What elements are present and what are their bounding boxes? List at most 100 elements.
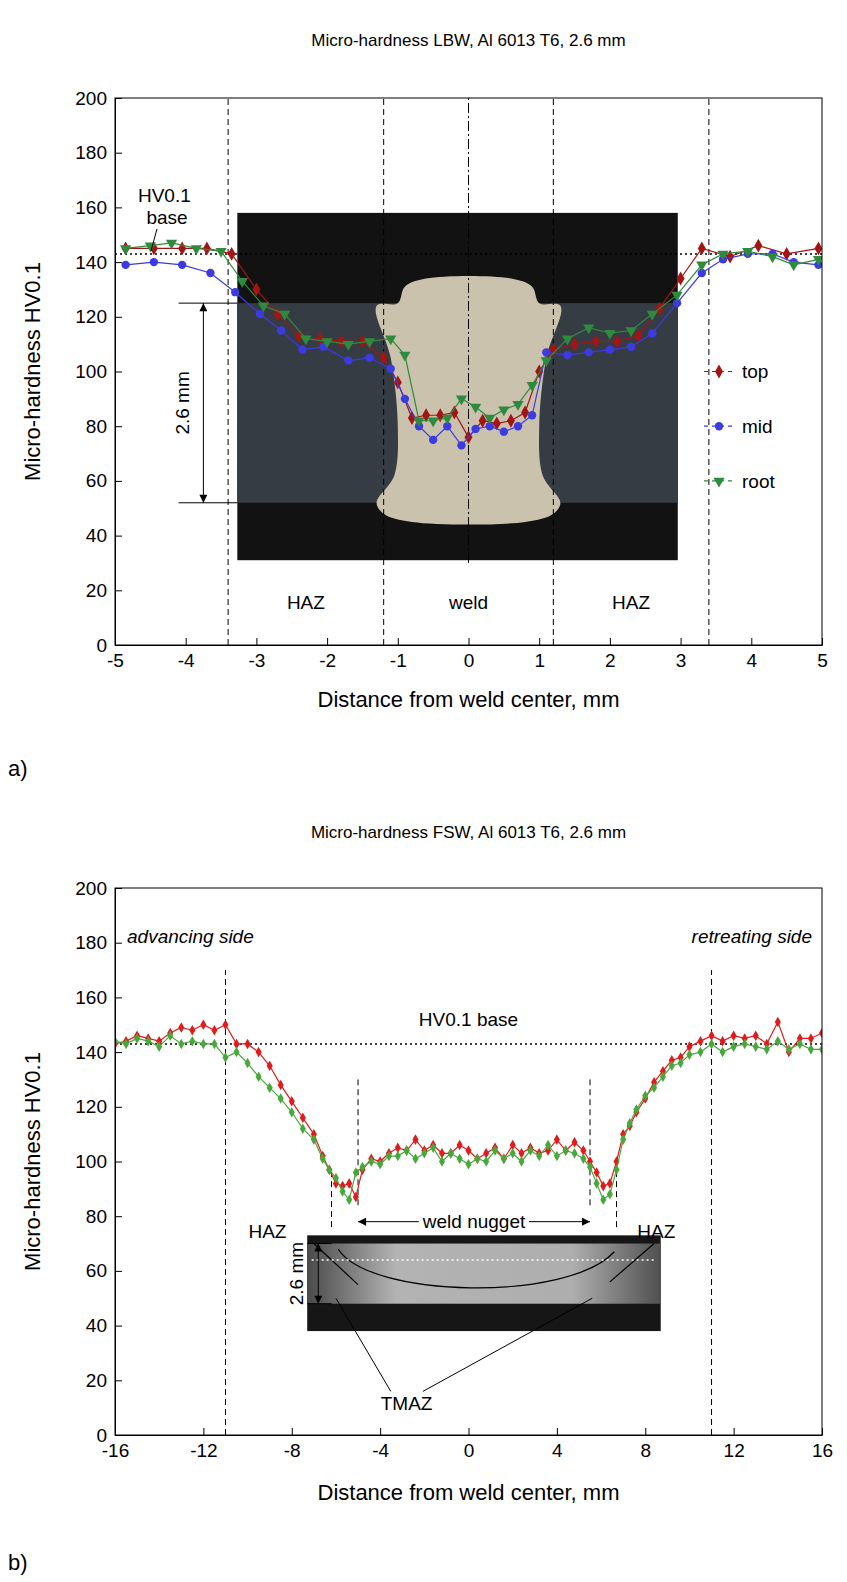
series-marker: [364, 338, 375, 348]
x-tick-mark: [557, 1428, 558, 1435]
series-marker: [686, 1050, 692, 1061]
series-marker: [731, 1030, 737, 1041]
y-tick-mark: [115, 1435, 122, 1436]
series-marker: [620, 1134, 626, 1145]
x-axis-title: Distance from weld center, mm: [318, 1480, 620, 1505]
series-marker: [754, 239, 762, 253]
inset-micrograph: [237, 213, 677, 560]
series-marker: [501, 1154, 507, 1165]
series-marker: [625, 327, 636, 337]
chart-title: Micro-hardness LBW, Al 6013 T6, 2.6 mm: [311, 31, 625, 50]
series-marker: [594, 1178, 600, 1189]
series-marker: [123, 1039, 129, 1050]
y-tick-label: 100: [75, 1151, 107, 1172]
y-axis: 020406080100120140160180200: [75, 88, 122, 656]
series-marker: [613, 1164, 619, 1175]
series-marker: [528, 411, 536, 419]
series-marker: [178, 242, 186, 256]
y-tick-label: 80: [86, 1206, 107, 1227]
x-axis-line: [116, 645, 823, 646]
tmaz-leader: [336, 1298, 391, 1391]
series-marker: [421, 1148, 427, 1159]
series-marker: [278, 1093, 284, 1104]
inset-nugget-outline: [338, 1249, 614, 1288]
y-tick-mark: [115, 207, 122, 208]
series-marker: [627, 343, 635, 351]
y-tick-label: 180: [75, 932, 107, 953]
series-marker: [788, 262, 799, 272]
x-tick: -4: [372, 1428, 389, 1461]
series-marker: [289, 1107, 295, 1118]
series-marker: [731, 1041, 737, 1052]
series-marker: [600, 1195, 606, 1206]
series-marker: [813, 256, 822, 266]
series-marker: [648, 329, 656, 337]
y-tick-label: 80: [86, 416, 107, 437]
series-marker: [518, 1156, 524, 1167]
series-marker: [401, 395, 409, 403]
x-axis-title: Distance from weld center, mm: [318, 687, 620, 712]
y-tick-label: 20: [86, 1370, 107, 1391]
reference-line: [115, 1043, 822, 1045]
x-tick-label: 16: [812, 1440, 833, 1461]
series-marker: [592, 335, 600, 349]
series-marker: [346, 1178, 352, 1189]
x-tick-mark: [469, 1428, 470, 1435]
x-tick-mark: [327, 638, 328, 645]
y-tick: 60: [86, 1260, 122, 1281]
x-tick-label: 3: [676, 650, 687, 671]
x-tick-mark: [256, 638, 257, 645]
x-axis-line: [116, 1435, 823, 1436]
series-marker: [228, 247, 236, 261]
y-axis-title: Micro-hardness HV0.1: [20, 1052, 45, 1271]
series-marker: [359, 1162, 365, 1173]
y-tick-label: 120: [75, 306, 107, 327]
y-tick-mark: [115, 1216, 122, 1217]
y-tick-mark: [115, 1271, 122, 1272]
series-marker: [571, 337, 579, 351]
series-marker: [211, 1039, 217, 1050]
y-tick: 80: [86, 1206, 122, 1227]
series-marker: [580, 1154, 586, 1165]
legend-marker: [713, 478, 724, 488]
series-marker: [483, 1156, 489, 1167]
plot-marks: [115, 1017, 822, 1205]
y-tick-label: 160: [75, 987, 107, 1008]
y-tick-mark: [115, 317, 122, 318]
tmaz-label: TMAZ: [381, 1393, 433, 1414]
series-marker: [311, 1134, 317, 1145]
nugget-arrow: [529, 1221, 590, 1222]
x-tick: 3: [676, 638, 687, 671]
inset-plate: [307, 1244, 661, 1304]
series-marker: [222, 1019, 228, 1030]
series-marker: [326, 1164, 332, 1175]
y-tick-label: 180: [75, 142, 107, 163]
series-marker: [698, 242, 706, 256]
series-marker: [742, 1039, 748, 1050]
zone-boundary: [383, 98, 384, 645]
y-tick-label: 40: [86, 1315, 107, 1336]
legend: topmidroot: [704, 361, 775, 491]
series-marker: [368, 1156, 374, 1167]
x-tick-mark: [734, 1428, 735, 1435]
zone-boundary: [225, 970, 226, 1435]
series-marker: [465, 1159, 471, 1170]
series-marker: [274, 307, 282, 321]
series-marker: [563, 1145, 569, 1156]
series-marker: [399, 352, 410, 362]
plot-frame: [115, 98, 822, 645]
series-marker: [448, 1148, 454, 1159]
series-marker: [256, 1071, 262, 1082]
series-marker: [395, 1151, 401, 1162]
panel: -16-12-8-4048121602040608010012014016018…: [8, 823, 833, 1575]
series-marker: [512, 401, 523, 411]
x-tick-label: 0: [464, 1440, 475, 1461]
inset-background: [237, 213, 677, 560]
x-tick-mark: [751, 638, 752, 645]
x-tick-label: 0: [464, 650, 475, 671]
x-tick: 1: [534, 638, 545, 671]
series-marker: [607, 1189, 613, 1200]
x-tick: 4: [747, 638, 758, 671]
series-marker: [429, 436, 437, 444]
series-marker: [814, 242, 822, 256]
